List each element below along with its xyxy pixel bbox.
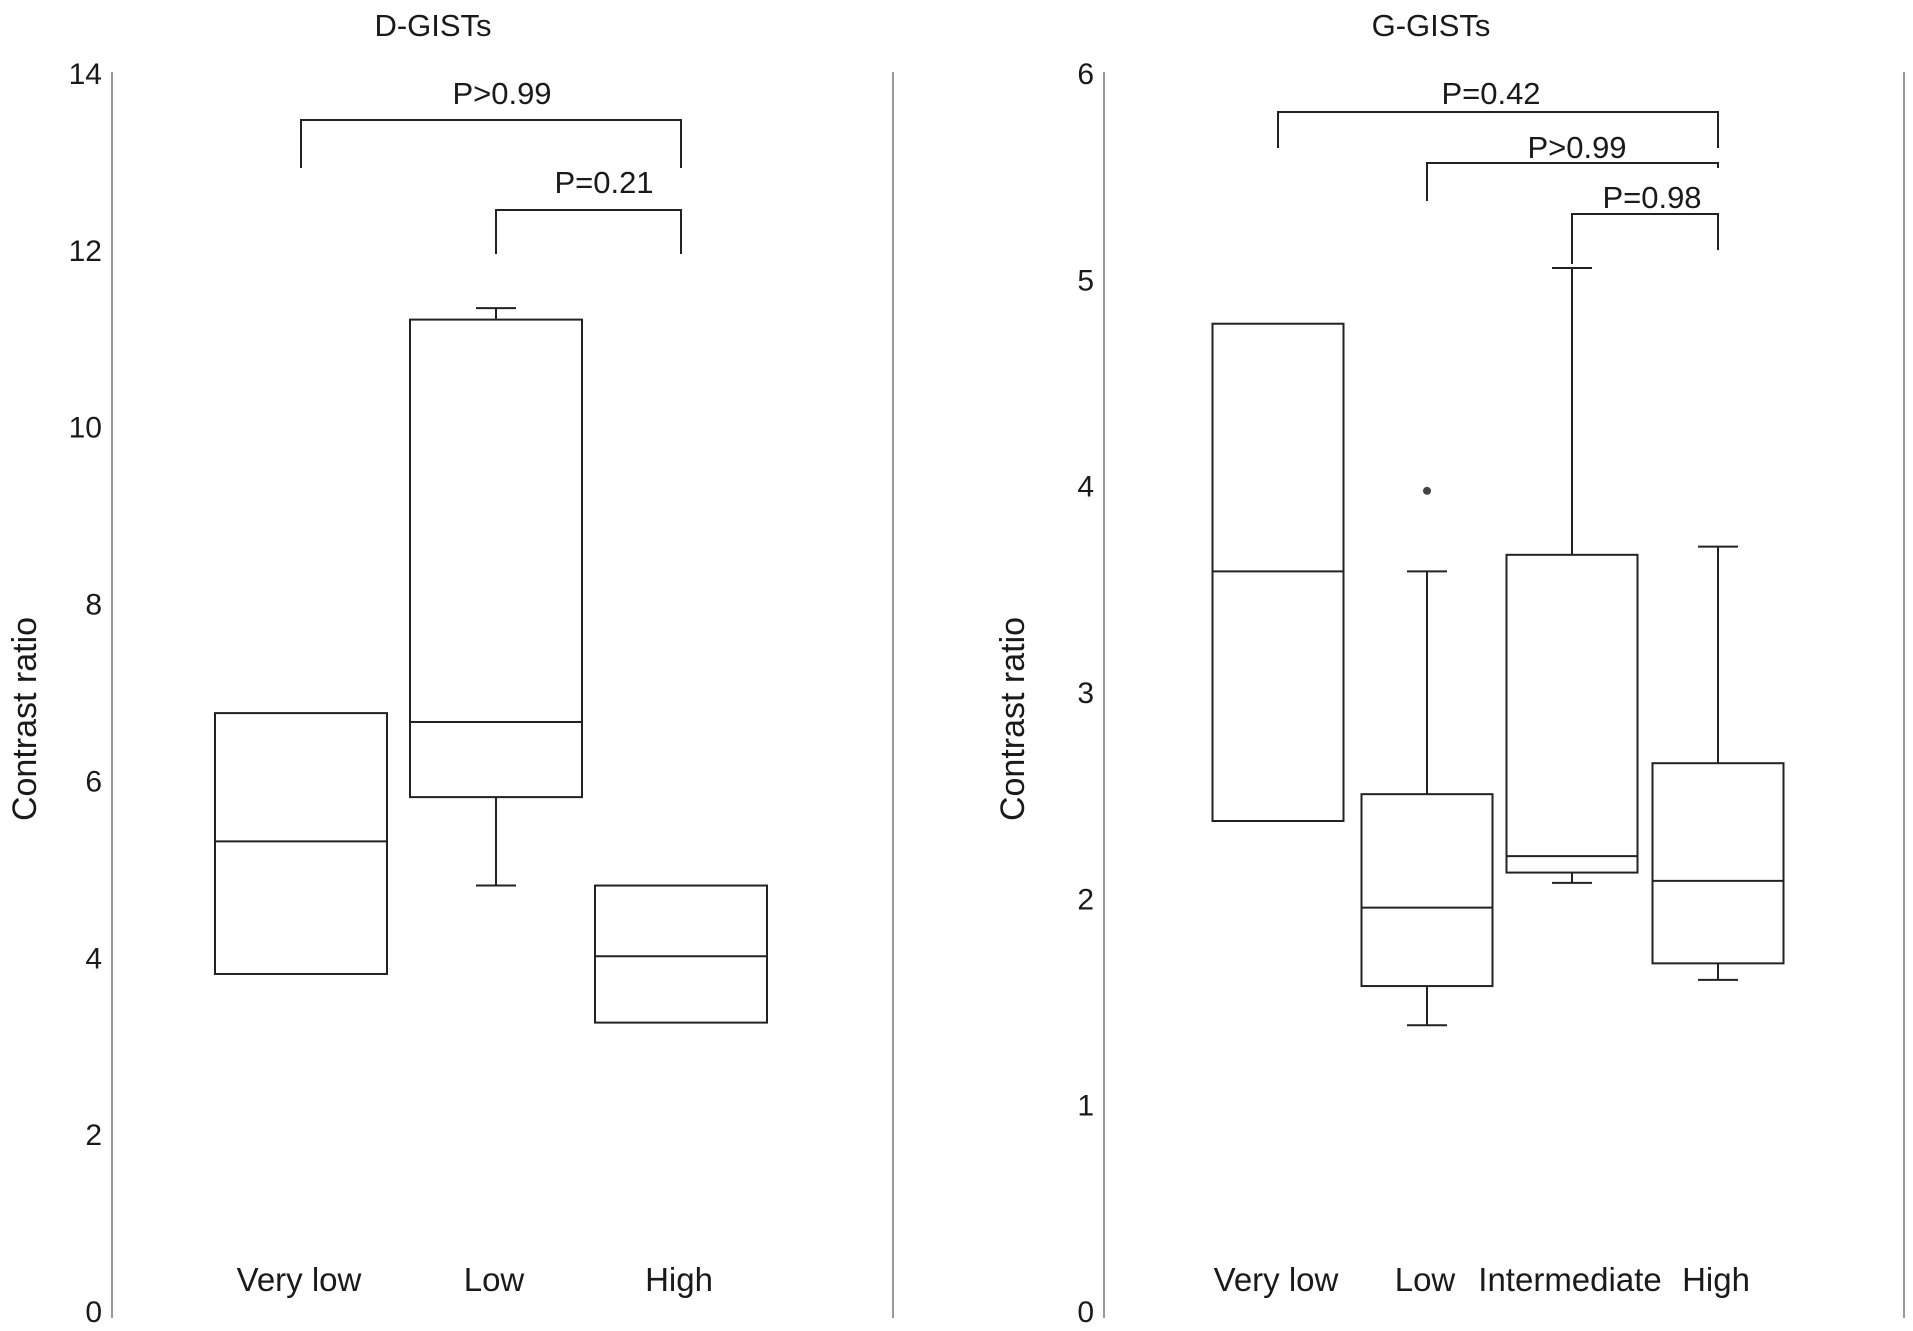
panel2-x-category-label: Low	[1395, 1261, 1456, 1298]
panel1-comparison-bracket	[495, 209, 682, 254]
panel1-y-tick-label: 10	[69, 412, 102, 445]
panel2-box	[1211, 322, 1345, 822]
panel2-comparison-bracket	[1277, 111, 1719, 148]
panel1-y-tick-label: 0	[85, 1296, 102, 1329]
panel1-title: D-GISTs	[374, 8, 491, 43]
panel2-x-category-label: High	[1682, 1261, 1750, 1298]
panel1-y-tick-label: 8	[85, 589, 102, 622]
panel2-y-tick-label: 5	[1077, 264, 1094, 297]
panel1-box	[594, 884, 768, 1024]
panel1-x-category-label: Very low	[237, 1261, 362, 1298]
panel2-x-category-label: Intermediate	[1478, 1261, 1661, 1298]
panel1-y-tick-label: 12	[69, 235, 102, 268]
panel2-comparison-bracket	[1571, 213, 1719, 264]
panel2-y-tick-label: 3	[1077, 677, 1094, 710]
panel2-y-tick-label: 6	[1077, 58, 1094, 91]
panel2-y-tick-label: 1	[1077, 1090, 1094, 1123]
panel1-p-value-label: P>0.99	[452, 76, 551, 111]
panel2-x-category-label: Very low	[1214, 1261, 1339, 1298]
panel2-y-tick-label: 4	[1077, 471, 1094, 504]
panel2-title: G-GISTs	[1372, 8, 1491, 43]
panel1-y-tick-label: 2	[85, 1119, 102, 1152]
panel2-box	[1651, 762, 1785, 965]
panel2-comparison-bracket	[1426, 162, 1719, 201]
panel1-comparison-bracket	[300, 119, 682, 168]
panel1-y-tick-label: 6	[85, 765, 102, 798]
panel2-y-tick-label: 2	[1077, 883, 1094, 916]
panel2-outlier-point	[1423, 486, 1431, 495]
panel1-x-category-label: High	[645, 1261, 713, 1298]
panel2-p-value-label: P=0.98	[1602, 180, 1701, 215]
panel2-p-value-label: P>0.99	[1527, 130, 1626, 165]
panel1-y-tick-label: 14	[69, 58, 102, 91]
panel2-box	[1505, 553, 1639, 874]
panel1-p-value-label: P=0.21	[554, 165, 653, 200]
panel1-box	[409, 318, 583, 799]
panel1-y-tick-label: 4	[85, 942, 102, 975]
panel2-box	[1360, 793, 1494, 988]
panel2-y-tick-label: 0	[1077, 1296, 1094, 1329]
panel1-box	[214, 712, 388, 975]
panel2-y-axis-label: Contrast ratio	[994, 617, 1032, 821]
panel1-x-category-label: Low	[464, 1261, 525, 1298]
panel2-p-value-label: P=0.42	[1441, 76, 1540, 111]
panel1-y-axis-label: Contrast ratio	[6, 617, 44, 821]
